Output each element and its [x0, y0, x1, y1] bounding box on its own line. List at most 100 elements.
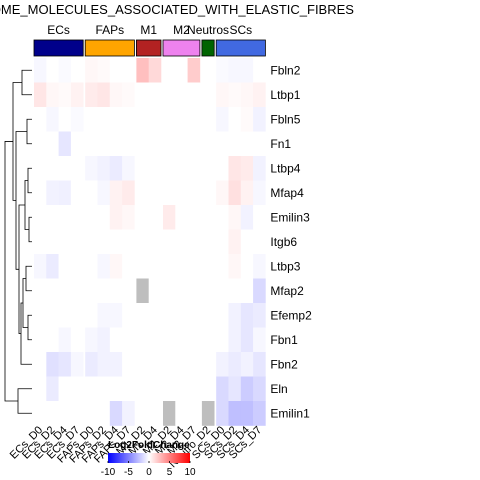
heatmap-cell [201, 303, 215, 328]
heatmap-cell [109, 401, 123, 426]
heatmap-cell [58, 131, 72, 157]
heatmap-cell [85, 205, 98, 230]
heatmap-cell [46, 254, 59, 279]
dendrogram-branch [17, 388, 32, 414]
heatmap-cell [148, 278, 162, 304]
heatmap-cell [163, 205, 176, 230]
heatmap-cell [253, 107, 266, 132]
heatmap-cell [228, 352, 242, 377]
heatmap-cell [148, 376, 162, 402]
legend-tick-label: 5 [167, 467, 173, 478]
group-label-ecs: ECs [47, 23, 70, 37]
heatmap-cell [253, 376, 266, 402]
heatmap-cell [163, 180, 176, 206]
heatmap-cell [216, 107, 229, 132]
heatmap-cell [34, 82, 47, 108]
legend-tick-label: 0 [146, 467, 152, 478]
heatmap-cell [34, 180, 47, 206]
heatmap-cell [163, 352, 176, 377]
heatmap-cell [136, 229, 149, 255]
heatmap-cell [216, 82, 229, 108]
row-label: Fbln2 [270, 63, 300, 77]
heatmap-cell [228, 58, 242, 83]
heatmap-cell [109, 131, 123, 157]
heatmap-cell [58, 82, 72, 108]
heatmap-cell [46, 401, 59, 426]
heatmap-cell [187, 303, 201, 328]
heatmap-cell [97, 376, 111, 402]
heatmap-cell [122, 156, 135, 181]
heatmap-cell [70, 131, 84, 157]
heatmap-cell [70, 180, 84, 206]
heatmap-cell [85, 82, 98, 108]
heatmap-cell [201, 278, 215, 304]
heatmap-cell [253, 229, 266, 255]
heatmap-cell [136, 82, 149, 108]
row-label: Ltbp4 [270, 161, 300, 175]
heatmap-cell [163, 278, 176, 304]
group-bar-neutros [201, 39, 215, 57]
legend-tick-label: -5 [124, 467, 133, 478]
heatmap-cell [187, 401, 201, 426]
heatmap-cell [240, 303, 254, 328]
heatmap-cell [136, 401, 149, 426]
heatmap-cell [136, 58, 149, 83]
heatmap-cell [85, 58, 98, 83]
heatmap-cell [136, 303, 149, 328]
heatmap-cell [163, 229, 176, 255]
heatmap-cell [109, 327, 123, 353]
row-label: Itgb6 [270, 235, 297, 249]
heatmap-cell [253, 303, 266, 328]
heatmap-cell [136, 352, 149, 377]
heatmap-cell [97, 58, 111, 83]
heatmap-cell [163, 376, 176, 402]
heatmap-cell [85, 278, 98, 304]
heatmap-cell [85, 229, 98, 255]
heatmap-cell [58, 303, 72, 328]
heatmap-cell [70, 303, 84, 328]
heatmap-cell [34, 131, 47, 157]
heatmap-cell [253, 401, 266, 426]
heatmap-cell [228, 254, 242, 279]
heatmap-cell [163, 82, 176, 108]
heatmap-cell [136, 278, 149, 304]
heatmap-cell [163, 156, 176, 181]
heatmap-cell [148, 229, 162, 255]
heatmap-cell [228, 376, 242, 402]
heatmap-cell [216, 58, 229, 83]
heatmap-cell [34, 229, 47, 255]
heatmap-cell [97, 327, 111, 353]
heatmap-cell [228, 107, 242, 132]
row-label: Emilin1 [270, 406, 310, 420]
heatmap-cell [228, 278, 242, 304]
heatmap-cell [122, 180, 135, 206]
heatmap-cell [97, 205, 111, 230]
heatmap-cell [240, 229, 254, 255]
dendrogram-branch [27, 167, 32, 194]
heatmap-cell [148, 401, 162, 426]
heatmap-cell [240, 278, 254, 304]
heatmap-cell [228, 401, 242, 426]
heatmap-cell [46, 352, 59, 377]
dendrogram-branch [4, 141, 18, 402]
heatmap-cell [97, 303, 111, 328]
heatmap-cell [187, 82, 201, 108]
heatmap-cell [253, 156, 266, 181]
heatmap-cell [175, 376, 188, 402]
heatmap-cell [148, 107, 162, 132]
heatmap-cell [122, 352, 135, 377]
heatmap-cell [240, 107, 254, 132]
heatmap-cell [240, 82, 254, 108]
heatmap-cell [148, 352, 162, 377]
heatmap-cell [58, 180, 72, 206]
heatmap-cell [201, 254, 215, 279]
heatmap-cell [34, 205, 47, 230]
heatmap-cell [97, 229, 111, 255]
heatmap-cell [148, 254, 162, 279]
heatmap-cell [109, 376, 123, 402]
heatmap-cell [136, 327, 149, 353]
heatmap-cell [175, 303, 188, 328]
heatmap-cell [136, 376, 149, 402]
heatmap-cell [216, 327, 229, 353]
